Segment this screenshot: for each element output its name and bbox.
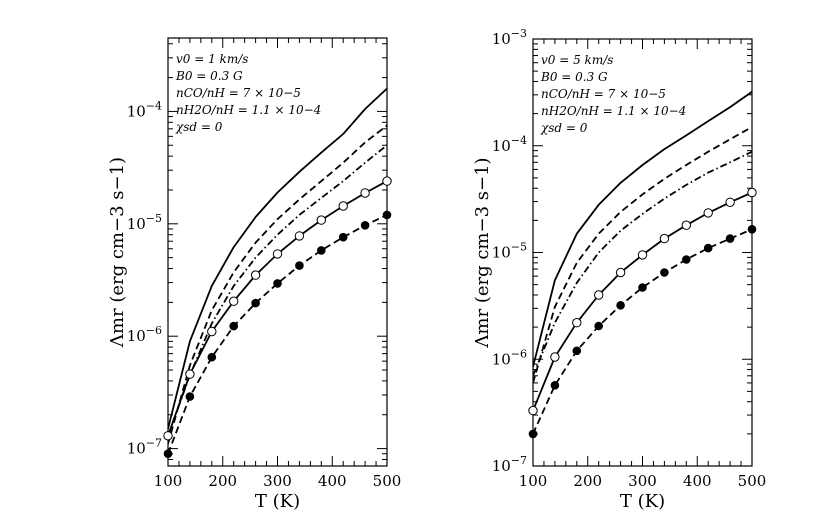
data-point-solid-open-circles [163, 431, 173, 441]
data-point-dashed-filled-circles [207, 352, 217, 362]
data-point-solid-open-circles [747, 187, 757, 198]
data-point-solid-open-circles [725, 197, 735, 208]
series-line-solid [168, 87, 387, 430]
x-tick-label: 200 [573, 472, 602, 490]
data-point-solid-open-circles [185, 369, 195, 379]
y-tick-label: 10−5 [492, 241, 527, 262]
data-point-dashed-filled-circles [338, 232, 348, 242]
data-point-dashed-filled-circles [703, 243, 713, 253]
y-tick-label: 10−5 [127, 212, 162, 233]
data-point-dashed-filled-circles [163, 449, 173, 459]
annotation-line: nH2O/nH = 1.1 × 10−4 [176, 103, 321, 117]
plot-area [168, 87, 387, 455]
data-point-dashed-filled-circles [725, 234, 735, 243]
series-line-dashed [168, 124, 387, 445]
data-point-solid-open-circles [250, 270, 261, 280]
data-point-solid-open-circles [316, 215, 326, 225]
y-tick-label: 10−3 [492, 27, 527, 48]
x-axis-title: T (K) [620, 491, 665, 512]
data-point-dashed-filled-circles [360, 221, 370, 230]
data-point-dashed-filled-circles [550, 381, 560, 390]
x-axis-title: T (K) [255, 491, 300, 512]
series-line-dash-dot [533, 150, 752, 377]
y-tick-label: 10−7 [492, 454, 527, 475]
y-tick-label: 10−6 [492, 347, 527, 368]
data-point-dashed-filled-circles [572, 346, 582, 356]
data-point-solid-open-circles [572, 318, 582, 328]
y-axis-title: Λmr (erg cm−3 s−1) [107, 157, 128, 348]
y-tick-label: 10−4 [492, 134, 527, 155]
data-point-solid-open-circles [594, 290, 604, 300]
data-point-dashed-filled-circles [185, 392, 195, 401]
annotation-line: nH2O/nH = 1.1 × 10−4 [541, 104, 686, 118]
annotation-line: B0 = 0.3 G [175, 69, 243, 83]
data-point-solid-open-circles [272, 249, 283, 259]
data-point-solid-open-circles [338, 201, 348, 211]
annotation-line: B0 = 0.3 G [540, 70, 608, 84]
series-line-dash-dot [168, 144, 387, 437]
data-point-dashed-filled-circles [616, 301, 625, 310]
data-point-solid-open-circles [207, 326, 217, 337]
data-point-dashed-filled-circles [273, 279, 282, 288]
plot-area [533, 91, 752, 435]
data-point-solid-open-circles [615, 267, 626, 278]
x-tick-label: 500 [738, 472, 767, 490]
data-point-dashed-filled-circles [382, 210, 392, 220]
annotation-line: nCO/nH = 7 × 10−5 [541, 87, 666, 101]
x-tick-label: 500 [373, 472, 402, 490]
data-point-dashed-filled-circles [682, 255, 691, 264]
data-point-dashed-filled-circles [229, 321, 238, 331]
data-point-solid-open-circles [550, 352, 560, 362]
annotation-line: v0 = 5 km/s [541, 53, 613, 67]
data-point-solid-open-circles [229, 296, 239, 306]
data-point-dashed-filled-circles [317, 246, 326, 255]
data-point-dashed-filled-circles [747, 225, 757, 234]
data-point-dashed-filled-circles [295, 261, 304, 270]
annotation-line: v0 = 1 km/s [176, 52, 248, 66]
x-tick-label: 200 [208, 472, 237, 490]
y-tick-label: 10−6 [127, 324, 162, 345]
x-tick-label: 300 [628, 472, 657, 490]
series-line-dashed-filled-circles [533, 228, 752, 435]
data-point-dashed-filled-circles [638, 283, 647, 292]
series-line-solid [533, 91, 752, 368]
series-line-dashed [533, 126, 752, 384]
data-point-dashed-filled-circles [660, 268, 669, 277]
x-tick-label: 400 [318, 472, 347, 490]
x-tick-label: 100 [154, 472, 183, 490]
annotation-line: χsd = 0 [540, 121, 588, 135]
data-point-solid-open-circles [360, 188, 370, 198]
series-line-solid-open-circles [533, 191, 752, 411]
data-point-dashed-filled-circles [251, 298, 260, 308]
data-point-solid-open-circles [659, 233, 670, 244]
data-point-solid-open-circles [528, 405, 538, 416]
x-tick-label: 400 [683, 472, 712, 490]
annotation-line: nCO/nH = 7 × 10−5 [176, 86, 301, 100]
series-line-dashed-filled-circles [168, 214, 387, 455]
right-panel: 100 200 300 400 500 10−7 10−6 10−5 10−4 10−3 T (K)… [472, 27, 766, 512]
x-tick-label: 100 [519, 472, 548, 490]
x-tick-label: 300 [263, 472, 292, 490]
data-point-dashed-filled-circles [594, 321, 604, 331]
y-tick-label: 10−4 [127, 99, 162, 120]
data-point-solid-open-circles [637, 250, 648, 260]
data-point-solid-open-circles [681, 220, 691, 230]
y-axis-title: Λmr (erg cm−3 s−1) [472, 157, 493, 348]
annotation-line: χsd = 0 [175, 120, 223, 134]
data-point-solid-open-circles [382, 176, 392, 186]
left-panel: 100 200 300 400 500 10−7 10−6 10−5 10−4 T (K) Λmr … [107, 37, 402, 512]
y-tick-label: 10−7 [127, 437, 162, 458]
data-point-solid-open-circles [294, 231, 305, 241]
data-point-solid-open-circles [703, 208, 713, 218]
data-point-dashed-filled-circles [528, 429, 538, 439]
